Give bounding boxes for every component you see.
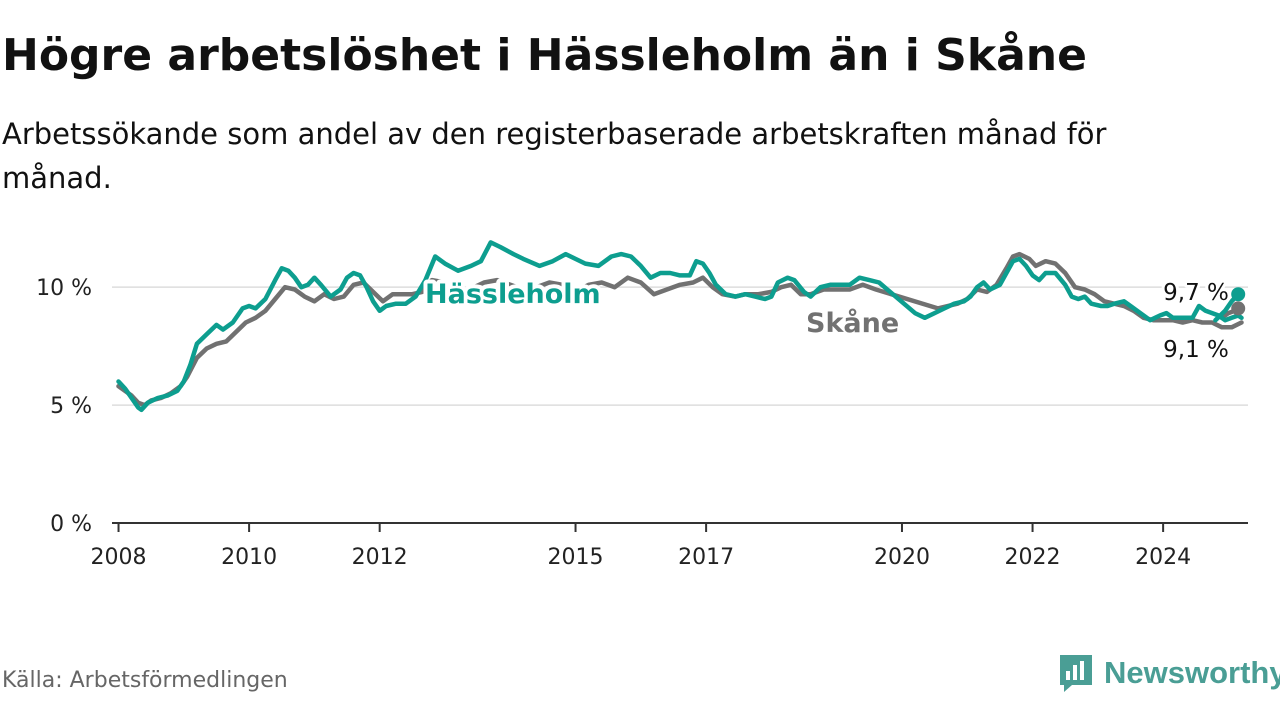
x-tick-label: 2008 — [91, 545, 147, 570]
x-tick-label: 2015 — [548, 545, 604, 570]
series-label-hassleholm: Hässleholm — [425, 279, 601, 310]
grid-lines — [112, 286, 1248, 406]
end-value-label-hassleholm-halo: 9,7 % — [1163, 280, 1229, 306]
series-line-skane — [116, 251, 1244, 408]
brand-logo-lockup[interactable]: Newsworthy — [1058, 652, 1280, 694]
newsworthy-logo-icon — [1060, 655, 1092, 692]
end-value-label-hassleholm: 9,7 % — [1163, 280, 1229, 306]
source-credit: Källa: Arbetsförmedlingen — [2, 668, 288, 693]
series-lines — [116, 240, 1246, 413]
series-label-skane: Skåne — [806, 307, 899, 339]
x-tick-label: 2010 — [221, 545, 277, 570]
chart-subtitle: Arbetssökande som andel av den registerb… — [2, 117, 1107, 195]
x-tick-label: 2022 — [1005, 545, 1061, 570]
x-tick-label: 2024 — [1135, 545, 1191, 570]
x-tick-label: 2012 — [352, 545, 408, 570]
x-tick-label: 2017 — [678, 545, 734, 570]
x-tick-label: 2020 — [874, 545, 930, 570]
brand-name: Newsworthy — [1104, 655, 1280, 690]
chart-title: Högre arbetslöshet i Hässleholm än i Skå… — [2, 30, 1087, 81]
series-label-hassleholm-halo: Hässleholm — [425, 279, 601, 310]
y-tick-label: 0 % — [50, 512, 92, 537]
end-value-label-skane: 9,1 % — [1163, 337, 1229, 363]
series-label-skane-halo: Skåne — [806, 307, 899, 339]
end-value-label-skane-halo: 9,1 % — [1163, 337, 1229, 363]
end-point-hassleholm — [1231, 287, 1246, 302]
y-tick-label: 5 % — [50, 394, 92, 419]
series-line-hassleholm — [116, 240, 1244, 413]
end-point-skane — [1231, 301, 1246, 316]
axes: 0 % 5 % 10 % 2008 2010 2012 2015 2017 2020 2022 20… — [36, 276, 1248, 570]
y-tick-label: 10 % — [36, 276, 92, 301]
